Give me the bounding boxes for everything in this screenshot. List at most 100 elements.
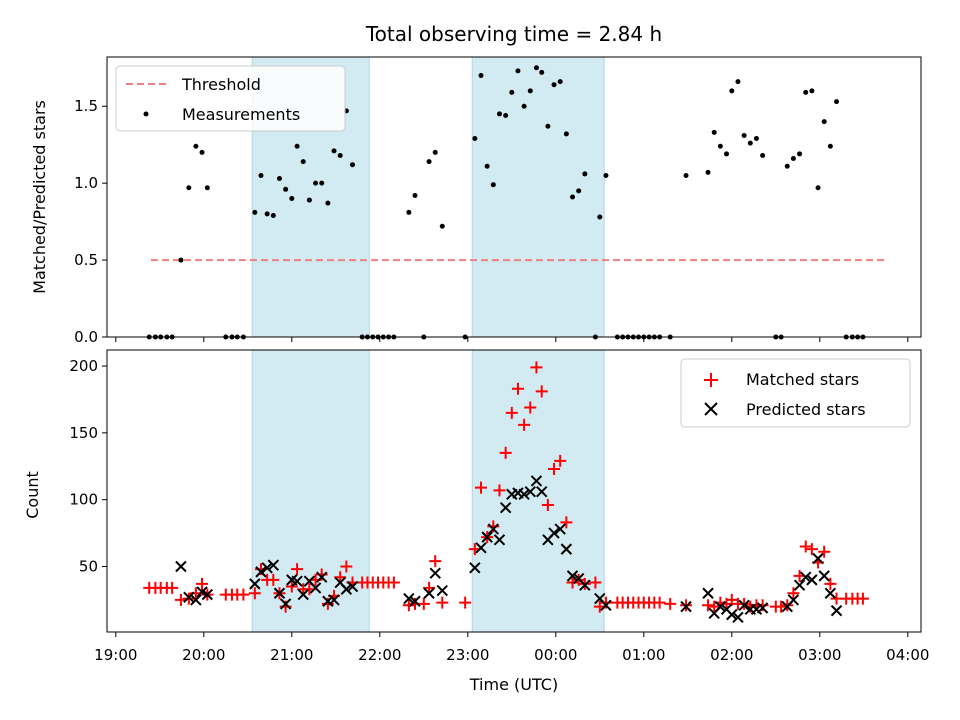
measurement-point (717, 143, 723, 149)
measurement-point (563, 131, 569, 137)
matched-star-point (493, 484, 506, 497)
top-legend: Threshold Measurements (115, 65, 346, 132)
measurement-point (509, 89, 515, 95)
matched-star-point (566, 576, 579, 589)
matched-star-point (402, 599, 415, 612)
measurement-point (683, 172, 689, 178)
top-x-axis-ticks (115, 337, 909, 342)
predicted-star-point (273, 587, 286, 599)
measurement-point (306, 197, 312, 203)
legend-measurements-label: Measurements (182, 105, 300, 124)
predicted-star-point (566, 570, 579, 582)
measurement-point (283, 186, 289, 192)
matched-star-point (775, 600, 788, 613)
predicted-star-point (714, 600, 727, 613)
predicted-star-point (297, 588, 309, 601)
bottom-x-tick-label: 22:00 (358, 646, 401, 664)
measurement-point (809, 88, 815, 94)
top-y-axis-label: Matched/Predicted stars (30, 100, 49, 294)
measurement-point (270, 212, 276, 218)
bottom-x-tick-label: 23:00 (446, 646, 489, 664)
measurement-point (724, 151, 730, 157)
measurement-point (490, 182, 496, 188)
matched-star-point (824, 577, 837, 590)
predicted-star-point (560, 543, 573, 555)
measurement-point (834, 99, 840, 105)
measurement-point (193, 143, 199, 149)
matched-star-point (589, 576, 602, 589)
bottom-x-tick-label: 00:00 (534, 646, 577, 664)
measurement-point (735, 79, 741, 85)
predicted-star-point (600, 599, 612, 611)
measurement-point (545, 123, 551, 129)
matched-star-point (818, 545, 831, 558)
matched-star-point (291, 563, 304, 576)
matched-star-point (535, 385, 548, 398)
predicted-star-point (579, 579, 591, 591)
measurement-point (582, 171, 588, 177)
measurement-point (539, 69, 545, 75)
matched-star-point (518, 418, 531, 431)
matched-star-point (340, 560, 353, 573)
bottom-legend-box (680, 358, 911, 428)
predicted-star-point (702, 587, 714, 599)
matched-star-point (459, 596, 472, 609)
matched-star-point (708, 600, 721, 613)
predicted-star-point (429, 567, 441, 579)
legend-matched-swatch (704, 373, 718, 387)
matched-star-point (799, 540, 812, 553)
measurement-point (478, 72, 484, 78)
predicted-star-point (346, 580, 359, 593)
measurement-point (204, 185, 210, 191)
measurement-point (521, 103, 527, 109)
matched-star-point (285, 580, 298, 593)
predicted-star-point (423, 587, 435, 599)
measurement-point (432, 149, 438, 155)
measurement-point (797, 151, 803, 157)
bottom-y-axis-ticks: 50 100 150 200 (69, 357, 107, 576)
predicted-star-point (316, 571, 328, 583)
predicted-star-point (249, 578, 261, 590)
bottom-x-tick-label: 21:00 (270, 646, 313, 664)
matched-star-point (499, 446, 512, 459)
measurement-point (711, 129, 717, 135)
top-panel: 0.0 0.5 1.0 1.5 Matched/Predicted stars Thr… (30, 56, 922, 346)
matched-star-point (524, 401, 537, 414)
bottom-y-tick-label: 150 (69, 424, 98, 442)
bottom-axes-frame (106, 349, 922, 633)
bottom-x-tick-label: 01:00 (622, 646, 665, 664)
legend-matched-label: Matched stars (746, 370, 859, 389)
predicted-star-point (261, 562, 273, 574)
measurement-point (294, 143, 300, 149)
matched-star-point (436, 596, 449, 609)
bottom-x-tick-label: 19:00 (94, 646, 137, 664)
matched-star-point (475, 481, 487, 494)
legend-predicted-swatch (704, 402, 718, 416)
matched-star-point (530, 361, 543, 374)
predicted-star-point (738, 599, 750, 611)
predicted-star-point (409, 595, 421, 607)
matched-star-point (237, 588, 250, 601)
predicted-star-point (340, 583, 353, 595)
top-y-tick-label: 1.0 (74, 174, 98, 192)
measurement-point (515, 68, 521, 74)
matched-star-point (725, 593, 738, 606)
matched-star-point (267, 573, 280, 586)
measurement-point (533, 65, 539, 71)
measurement-point (426, 159, 432, 165)
measurement-point (496, 111, 502, 117)
matched-star-point (429, 555, 442, 568)
top-y-tick-label: 0.5 (74, 251, 98, 269)
measurement-point (551, 82, 557, 88)
bottom-x-tick-label: 04:00 (886, 646, 929, 664)
matched-star-point (664, 597, 677, 610)
measurement-point (331, 148, 337, 154)
matched-star-point (787, 587, 800, 600)
predicted-star-point (548, 527, 560, 539)
matched-star-point (505, 406, 518, 419)
bottom-data-layer (143, 361, 869, 624)
matched-star-point (560, 516, 573, 529)
top-axes-frame (106, 56, 922, 338)
bottom-x-axis-label: Time (UTC) (469, 675, 558, 694)
predicted-star-point (267, 559, 280, 571)
